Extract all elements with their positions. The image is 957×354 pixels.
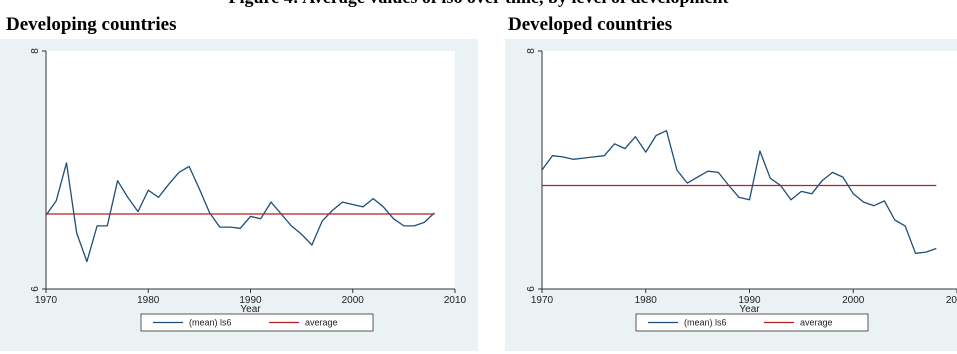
y-tick-label: 8 — [526, 48, 537, 54]
chart-title-developed: Developed countries — [508, 14, 673, 35]
legend-label: average — [800, 318, 833, 328]
chart-developing: 1970 1980 1990 2000 2010 6 8 Year (mean) ls6 aver… — [0, 39, 478, 351]
legend-box — [140, 313, 374, 332]
legend-box — [635, 313, 869, 332]
y-tick-label: 6 — [30, 286, 41, 292]
legend-label: average — [305, 318, 338, 328]
chart-title-developing: Developing countries — [6, 14, 177, 35]
series-line-mean — [45, 162, 435, 263]
legend: (mean) ls6 average — [140, 313, 374, 332]
x-tick-label: 1990 — [738, 295, 761, 306]
figure-title: Figure 4: Average values of ls6 over tim… — [0, 0, 957, 8]
x-axis-title: Year — [240, 304, 261, 315]
x-tick-label: 2000 — [342, 295, 365, 306]
x-tick-label: 1970 — [35, 295, 58, 306]
x-tick-label: 1970 — [531, 295, 554, 306]
x-tick-label: 2010 — [946, 295, 957, 306]
x-tick-label: 1990 — [239, 295, 262, 306]
legend: (mean) ls6 average — [635, 313, 869, 332]
plot-area — [46, 51, 455, 289]
chart-developed: 1970 1980 1990 2000 2010 6 8 Year (mean) ls6 aver… — [505, 39, 957, 351]
legend-label: (mean) ls6 — [684, 318, 727, 328]
x-tick-label: 1980 — [635, 295, 658, 306]
x-tick-label: 1980 — [137, 295, 160, 306]
legend-label: (mean) ls6 — [189, 318, 232, 328]
x-tick-label: 2000 — [842, 295, 865, 306]
x-axis-title: Year — [739, 304, 760, 315]
y-tick-label: 8 — [30, 48, 41, 54]
x-tick-label: 2010 — [444, 295, 467, 306]
plot-area — [542, 51, 957, 289]
series-line-mean — [541, 130, 937, 254]
y-tick-label: 6 — [526, 286, 537, 292]
